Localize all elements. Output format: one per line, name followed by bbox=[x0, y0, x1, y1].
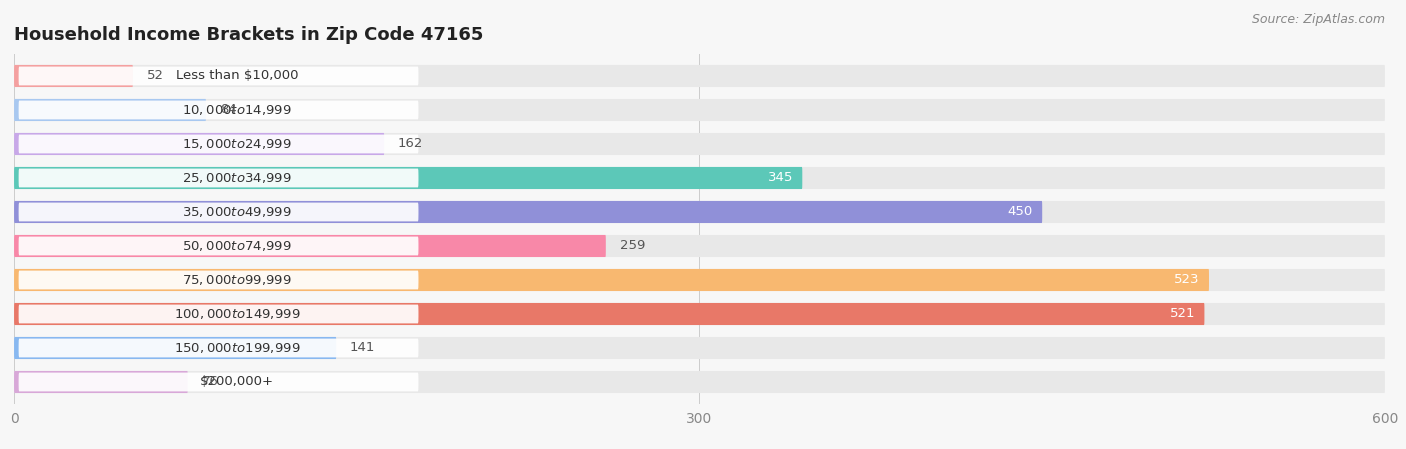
FancyBboxPatch shape bbox=[14, 167, 1385, 189]
Text: Household Income Brackets in Zip Code 47165: Household Income Brackets in Zip Code 47… bbox=[14, 26, 484, 44]
Text: $200,000+: $200,000+ bbox=[200, 375, 274, 388]
FancyBboxPatch shape bbox=[18, 66, 419, 85]
FancyBboxPatch shape bbox=[18, 202, 419, 221]
FancyBboxPatch shape bbox=[14, 167, 803, 189]
FancyBboxPatch shape bbox=[14, 99, 207, 121]
FancyBboxPatch shape bbox=[14, 235, 1385, 257]
FancyBboxPatch shape bbox=[18, 135, 419, 154]
Text: 162: 162 bbox=[398, 137, 423, 150]
FancyBboxPatch shape bbox=[14, 133, 384, 155]
Text: 52: 52 bbox=[146, 70, 163, 83]
FancyBboxPatch shape bbox=[14, 337, 1385, 359]
Text: $25,000 to $34,999: $25,000 to $34,999 bbox=[181, 171, 291, 185]
FancyBboxPatch shape bbox=[14, 201, 1385, 223]
FancyBboxPatch shape bbox=[18, 373, 419, 392]
FancyBboxPatch shape bbox=[14, 371, 1385, 393]
Text: $100,000 to $149,999: $100,000 to $149,999 bbox=[173, 307, 299, 321]
Text: $15,000 to $24,999: $15,000 to $24,999 bbox=[181, 137, 291, 151]
FancyBboxPatch shape bbox=[18, 271, 419, 290]
FancyBboxPatch shape bbox=[18, 168, 419, 187]
FancyBboxPatch shape bbox=[14, 235, 606, 257]
FancyBboxPatch shape bbox=[14, 133, 1385, 155]
Text: $35,000 to $49,999: $35,000 to $49,999 bbox=[181, 205, 291, 219]
FancyBboxPatch shape bbox=[14, 269, 1385, 291]
FancyBboxPatch shape bbox=[14, 99, 1385, 121]
FancyBboxPatch shape bbox=[14, 201, 1042, 223]
FancyBboxPatch shape bbox=[18, 304, 419, 323]
Text: 523: 523 bbox=[1174, 273, 1199, 286]
Text: 345: 345 bbox=[768, 172, 793, 185]
FancyBboxPatch shape bbox=[18, 237, 419, 255]
Text: 450: 450 bbox=[1008, 206, 1033, 219]
FancyBboxPatch shape bbox=[14, 65, 134, 87]
FancyBboxPatch shape bbox=[14, 303, 1205, 325]
Text: 84: 84 bbox=[219, 103, 236, 116]
Text: Source: ZipAtlas.com: Source: ZipAtlas.com bbox=[1251, 13, 1385, 26]
Text: $50,000 to $74,999: $50,000 to $74,999 bbox=[181, 239, 291, 253]
Text: 259: 259 bbox=[620, 239, 645, 252]
FancyBboxPatch shape bbox=[14, 337, 336, 359]
Text: Less than $10,000: Less than $10,000 bbox=[176, 70, 298, 83]
FancyBboxPatch shape bbox=[14, 269, 1209, 291]
Text: $10,000 to $14,999: $10,000 to $14,999 bbox=[181, 103, 291, 117]
FancyBboxPatch shape bbox=[14, 303, 1385, 325]
FancyBboxPatch shape bbox=[14, 65, 1385, 87]
FancyBboxPatch shape bbox=[14, 371, 188, 393]
FancyBboxPatch shape bbox=[18, 339, 419, 357]
Text: 141: 141 bbox=[350, 342, 375, 355]
Text: 76: 76 bbox=[201, 375, 218, 388]
Text: $150,000 to $199,999: $150,000 to $199,999 bbox=[173, 341, 299, 355]
Text: $75,000 to $99,999: $75,000 to $99,999 bbox=[181, 273, 291, 287]
Text: 521: 521 bbox=[1170, 308, 1195, 321]
FancyBboxPatch shape bbox=[18, 101, 419, 119]
